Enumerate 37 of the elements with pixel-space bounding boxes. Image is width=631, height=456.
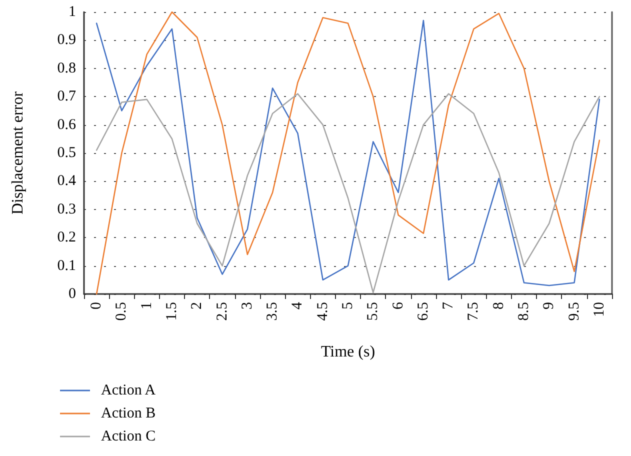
y-tick-label: 0.8 bbox=[57, 60, 76, 76]
line-series bbox=[96, 93, 600, 294]
y-axis-title: Displacement error bbox=[10, 90, 26, 215]
x-tick-label: 6.5 bbox=[415, 302, 432, 321]
y-tick-label: 0.9 bbox=[57, 32, 76, 48]
x-tick-label: 3.5 bbox=[264, 302, 281, 321]
x-tick-label: 4.5 bbox=[314, 302, 331, 321]
x-tick-label: 0 bbox=[88, 302, 105, 310]
legend-label: Action A bbox=[101, 382, 156, 398]
x-tick-label: 5.5 bbox=[365, 302, 382, 321]
x-tick-label: 7 bbox=[440, 302, 457, 310]
x-axis-title: Time (s) bbox=[320, 344, 376, 360]
x-tick-label: 5 bbox=[340, 302, 356, 310]
x-tick-label: 7.5 bbox=[466, 302, 482, 321]
x-tick-label: 1 bbox=[138, 302, 155, 310]
x-tick-label: 2.5 bbox=[214, 302, 230, 321]
x-tick-label: 9 bbox=[541, 302, 558, 310]
y-tick-label: 0.4 bbox=[57, 173, 76, 190]
legend-label: Action C bbox=[101, 428, 156, 444]
y-tick-label: 0.2 bbox=[57, 230, 76, 246]
x-tick-label: 3 bbox=[239, 302, 256, 310]
y-tick-label: 0.1 bbox=[57, 258, 76, 274]
x-tick-label: 10 bbox=[591, 302, 608, 317]
x-tick-label: 4 bbox=[290, 302, 306, 310]
x-tick-label: 1.5 bbox=[164, 302, 180, 321]
y-tick-label: 1 bbox=[68, 4, 76, 20]
x-tick-label: 0.5 bbox=[114, 302, 130, 321]
y-tick-label: 0.5 bbox=[57, 145, 76, 161]
x-tick-label: 6 bbox=[390, 302, 406, 310]
legend-label: Action B bbox=[101, 406, 156, 422]
x-tick-label: 8.5 bbox=[516, 302, 532, 321]
x-tick-label: 9.5 bbox=[566, 302, 582, 321]
x-tick-label: 2 bbox=[189, 302, 206, 310]
y-tick-label: 0.6 bbox=[57, 116, 76, 133]
y-tick-label: 0.7 bbox=[57, 88, 76, 105]
y-tick-label: 0.3 bbox=[57, 201, 76, 218]
x-tick-label: 8 bbox=[490, 302, 507, 310]
